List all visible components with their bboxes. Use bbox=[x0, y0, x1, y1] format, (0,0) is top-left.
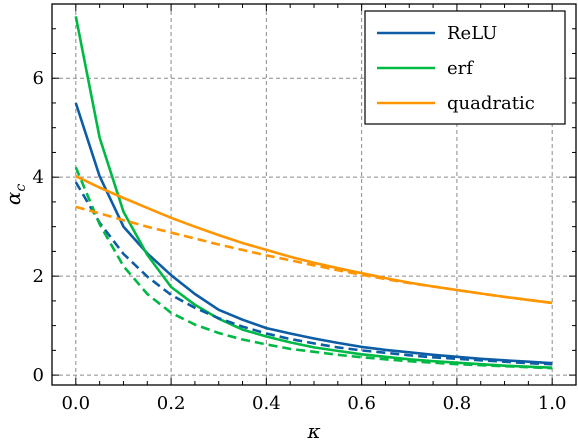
x-tick-label: 0.4 bbox=[252, 393, 281, 414]
x-tick-label: 0.0 bbox=[61, 393, 90, 414]
x-tick-label: 0.2 bbox=[157, 393, 186, 414]
x-tick-label: 0.6 bbox=[347, 393, 376, 414]
y-axis-label: αc bbox=[1, 184, 29, 206]
legend-label-relu: ReLU bbox=[447, 23, 497, 44]
quadratic-dashed-line bbox=[75, 205, 553, 305]
relu-line bbox=[74, 102, 553, 365]
y-axis-label-main: α bbox=[1, 191, 25, 205]
y-tick-label: 2 bbox=[33, 266, 44, 287]
erf-dashed-line bbox=[74, 166, 553, 370]
ticks bbox=[51, 4, 577, 385]
relu-dashed-line bbox=[74, 181, 553, 366]
erf-line bbox=[74, 16, 553, 369]
legend-label-quadratic: quadratic bbox=[447, 93, 535, 114]
x-axis-label: κ bbox=[306, 419, 320, 442]
y-tick-label: 4 bbox=[33, 167, 44, 188]
y-tick-label: 0 bbox=[33, 365, 44, 386]
x-tick-label: 0.8 bbox=[443, 393, 472, 414]
y-tick-label: 6 bbox=[33, 68, 44, 89]
legend: ReLU erf quadratic bbox=[364, 10, 566, 125]
series-lines bbox=[74, 16, 553, 370]
quadratic-line bbox=[75, 175, 553, 305]
y-tick-labels: 0 2 4 6 bbox=[33, 68, 44, 386]
x-tick-label: 1.0 bbox=[538, 393, 567, 414]
legend-label-erf: erf bbox=[447, 58, 474, 79]
x-tick-labels: 0.0 0.2 0.4 0.6 0.8 1.0 bbox=[61, 393, 566, 414]
y-axis-label-sub: c bbox=[13, 184, 29, 192]
